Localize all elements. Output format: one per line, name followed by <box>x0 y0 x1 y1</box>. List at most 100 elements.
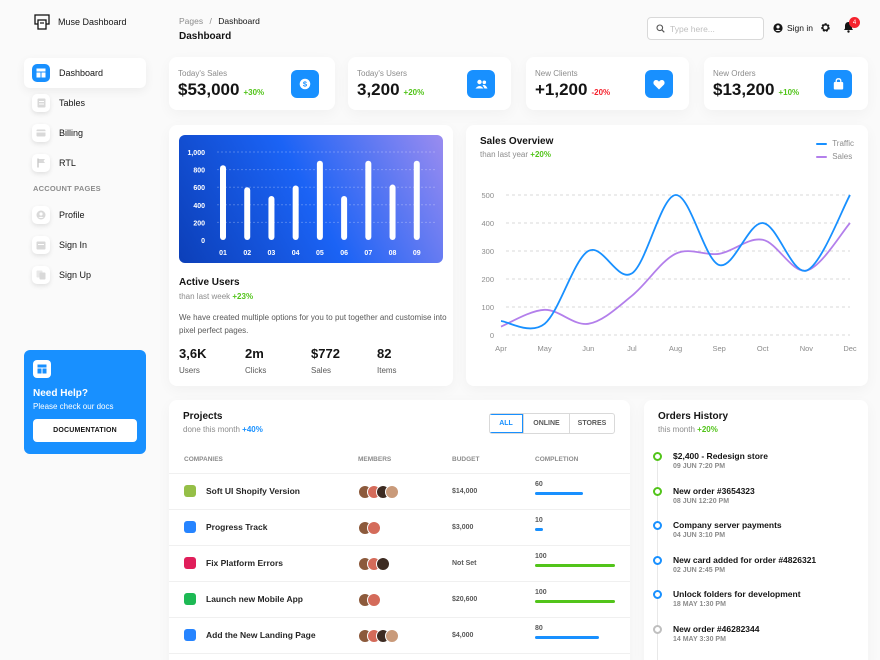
bar-y-tick-label: 1,000 <box>187 150 205 157</box>
sidebar-item-profile[interactable]: Profile <box>24 200 146 230</box>
filter-stores-button[interactable]: STORES <box>569 414 614 433</box>
search-icon <box>656 24 665 33</box>
sidebar-item-label: Sign In <box>59 240 88 250</box>
projects-subtitle: done this month +40% <box>183 425 263 434</box>
projects-delta: +40% <box>242 425 263 434</box>
documentation-button[interactable]: DOCUMENTATION <box>33 419 137 442</box>
completion-fill <box>535 636 599 639</box>
company-name: Fix Platform Errors <box>206 558 283 568</box>
order-date: 18 MAY 1:30 PM <box>673 601 726 608</box>
table-row[interactable]: Soft UI Shopify Version $14,000 60 <box>169 474 630 510</box>
sidebar-item-billing[interactable]: Billing <box>24 118 146 148</box>
completion-fill <box>535 492 583 495</box>
order-date: 04 JUN 3:10 PM <box>673 532 726 539</box>
sign-in-icon <box>32 236 50 254</box>
timeline-dot <box>653 521 662 530</box>
active-users-description: We have created multiple options for you… <box>179 313 447 335</box>
legend-item-traffic[interactable]: Traffic <box>816 137 854 150</box>
orders-history-card: Orders History this month +20% $2,400 - … <box>644 400 868 660</box>
stat-card-new-clients: New Clients +1,200 -20% <box>526 57 689 110</box>
orders-subtitle: this month +20% <box>658 425 718 434</box>
bar-x-tick-label: 07 <box>364 250 372 257</box>
line-x-tick-label: May <box>538 344 552 353</box>
project-filter: ALL ONLINE STORES <box>489 413 615 434</box>
stat-card-todays-sales: Today's Sales $53,000 +30% $ <box>169 57 335 110</box>
help-title: Need Help? <box>33 388 89 399</box>
line-x-tick-label: Jul <box>627 344 637 353</box>
legend-label: Sales <box>832 152 853 161</box>
orders-delta: +20% <box>697 425 718 434</box>
projects-table-header: COMPANIES MEMBERS BUDGET COMPLETION <box>169 449 630 474</box>
stat-label: New Orders <box>713 69 756 78</box>
bar-x-tick-label: 08 <box>389 250 397 257</box>
member-avatar[interactable] <box>385 485 399 499</box>
account-pages-heading: ACCOUNT PAGES <box>33 184 101 193</box>
member-avatar[interactable] <box>367 521 381 535</box>
legend-item-sales[interactable]: Sales <box>816 150 854 163</box>
table-row[interactable]: Add the New Landing Page $4,000 80 <box>169 618 630 654</box>
order-date: 14 MAY 3:30 PM <box>673 635 726 643</box>
bar-y-tick-label: 200 <box>193 220 205 227</box>
sidebar-item-sign-in[interactable]: Sign In <box>24 230 146 260</box>
notification-badge: 4 <box>849 17 860 28</box>
stat-value: +1,200 -20% <box>535 80 611 99</box>
table-row[interactable]: Progress Track $3,000 10 <box>169 510 630 546</box>
line-x-tick-label: Apr <box>495 344 507 353</box>
breadcrumb-separator: / <box>209 16 212 26</box>
completion-value: 80 <box>535 625 543 632</box>
sidebar-item-sign-up[interactable]: Sign Up <box>24 260 146 290</box>
bar-y-tick-label: 0 <box>201 238 205 245</box>
member-avatar[interactable] <box>367 593 381 607</box>
slack-icon <box>184 557 196 569</box>
timeline-dot <box>653 624 662 634</box>
completion-value: 100 <box>535 553 547 560</box>
filter-online-button[interactable]: ONLINE <box>523 414 569 433</box>
timeline-dot <box>653 555 662 565</box>
completion-fill <box>535 528 543 531</box>
order-title: New card added for order #4826321 <box>673 554 817 565</box>
line-y-tick-label: 100 <box>481 303 494 312</box>
budget-cell: $14,000 <box>452 488 478 495</box>
stat-value: 3,200 +20% <box>357 80 425 99</box>
filter-all-button[interactable]: ALL <box>490 414 523 433</box>
completion-fill <box>535 600 615 603</box>
search-box[interactable] <box>647 17 764 40</box>
completion-value: 10 <box>535 517 543 524</box>
table-row[interactable]: Fix Platform Errors Not Set 100 <box>169 546 630 582</box>
bar <box>413 160 420 240</box>
heart-icon <box>645 70 673 98</box>
line-y-tick-label: 500 <box>481 191 494 200</box>
timeline-dot <box>653 590 662 599</box>
brand-name: Muse Dashboard <box>58 17 127 27</box>
table-row[interactable]: Launch new Mobile App $20,600 100 <box>169 582 630 618</box>
brand[interactable]: Muse Dashboard <box>34 14 127 30</box>
sidebar-item-dashboard[interactable]: Dashboard <box>24 58 146 88</box>
company-cell: Launch new Mobile App <box>183 592 303 606</box>
breadcrumb-root[interactable]: Pages <box>179 16 204 26</box>
sales-line-chart: 0 100 200 300 400 500 Apr May Jun Jul Aug Sep Oct Nov… <box>481 191 856 353</box>
stat-label: New Clients <box>535 69 578 78</box>
completion-progress-bar <box>535 564 615 567</box>
member-avatar[interactable] <box>376 557 390 571</box>
bar-x-tick-label: 03 <box>268 250 276 257</box>
column-header-companies: COMPANIES <box>184 456 223 463</box>
users-stat: 3,6K Users <box>179 346 207 375</box>
search-input[interactable] <box>670 23 760 34</box>
sidebar-item-rtl[interactable]: RTL <box>24 148 146 178</box>
member-avatar[interactable] <box>385 629 399 643</box>
sidebar-item-tables[interactable]: Tables <box>24 88 146 118</box>
sidebar-item-label: Sign Up <box>59 270 92 280</box>
help-card: Need Help? Please check our docs DOCUMEN… <box>24 350 146 454</box>
sidebar-item-label: RTL <box>59 158 76 168</box>
legend-label: Traffic <box>832 139 854 148</box>
completion-progress-bar <box>535 528 615 531</box>
gear-icon[interactable] <box>820 22 831 33</box>
bar-x-tick-label: 06 <box>340 250 348 257</box>
company-name: Add the New Landing Page <box>206 630 316 640</box>
user-icon <box>773 23 783 33</box>
spotify-icon <box>184 593 196 605</box>
users-icon <box>467 70 495 98</box>
line-x-tick-label: Oct <box>757 344 770 353</box>
credit-card-icon <box>32 124 50 142</box>
sign-in-link[interactable]: Sign in <box>773 23 813 33</box>
